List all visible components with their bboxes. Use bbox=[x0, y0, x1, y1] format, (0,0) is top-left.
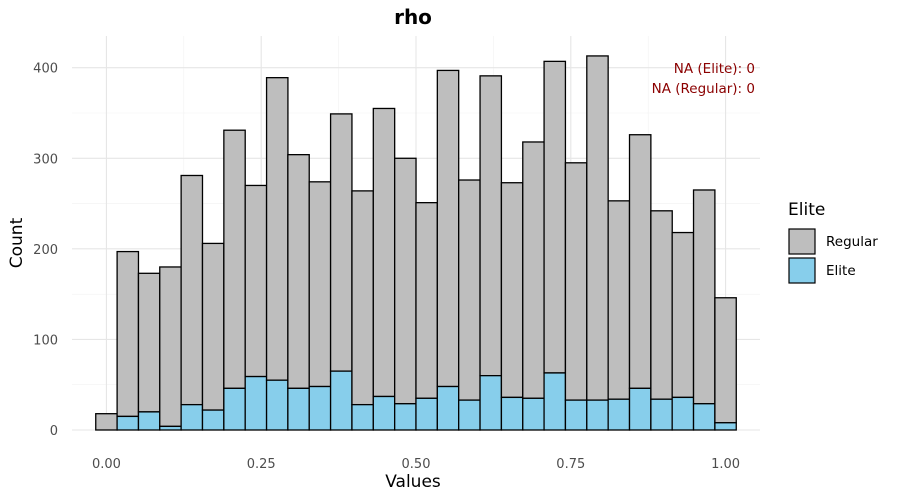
legend-label-regular: Regular bbox=[826, 234, 878, 250]
bar-regular bbox=[458, 179, 481, 401]
bar-regular bbox=[201, 242, 225, 411]
bar-elite bbox=[650, 398, 673, 431]
bar-regular bbox=[372, 107, 396, 398]
bar-elite bbox=[479, 375, 503, 431]
legend-title: Elite bbox=[788, 200, 825, 220]
y-axis-ticks: 0 100 200 300 400 bbox=[33, 62, 58, 439]
bar-elite bbox=[714, 422, 737, 431]
bar-elite bbox=[607, 398, 631, 431]
chart-title: rho bbox=[394, 5, 432, 29]
bar-elite bbox=[308, 385, 332, 431]
bar-elite bbox=[415, 397, 438, 431]
bar-elite bbox=[287, 387, 310, 431]
na-regular-annotation: NA (Regular): 0 bbox=[652, 81, 755, 97]
bar-elite bbox=[159, 425, 182, 431]
x-tick-label: 0.75 bbox=[556, 457, 585, 472]
bar-elite bbox=[628, 387, 652, 431]
y-axis-title: Count bbox=[7, 217, 27, 268]
bar-elite bbox=[372, 395, 396, 431]
bar-regular bbox=[95, 413, 118, 431]
y-tick-label: 0 bbox=[50, 424, 58, 439]
x-axis-title: Values bbox=[385, 472, 441, 492]
bar-elite bbox=[329, 370, 353, 431]
x-tick-label: 0.50 bbox=[402, 457, 431, 472]
bar-regular bbox=[586, 55, 609, 401]
bar-elite bbox=[692, 403, 716, 431]
y-tick-label: 400 bbox=[33, 62, 58, 77]
bar-elite bbox=[522, 397, 545, 431]
bar-regular bbox=[159, 266, 182, 428]
bar-elite bbox=[180, 403, 204, 431]
legend-swatch-elite bbox=[788, 257, 816, 284]
bar-regular bbox=[244, 184, 268, 378]
bar-regular bbox=[692, 189, 716, 405]
bars bbox=[95, 55, 737, 431]
bar-elite bbox=[436, 385, 460, 431]
x-tick-label: 0.00 bbox=[92, 457, 121, 472]
bar-regular bbox=[265, 77, 289, 381]
legend-label-elite: Elite bbox=[826, 263, 856, 279]
bar-regular bbox=[223, 129, 246, 389]
bar-elite bbox=[543, 372, 567, 431]
bar-regular bbox=[500, 182, 524, 399]
bar-regular bbox=[479, 75, 503, 377]
bar-elite bbox=[201, 409, 225, 431]
bar-regular bbox=[308, 181, 332, 388]
y-tick-label: 100 bbox=[33, 333, 58, 348]
bar-regular bbox=[564, 162, 588, 401]
y-tick-label: 300 bbox=[33, 152, 58, 167]
bar-regular bbox=[436, 69, 460, 388]
bar-elite bbox=[137, 411, 161, 431]
bar-elite bbox=[394, 403, 417, 431]
bar-elite bbox=[586, 399, 609, 431]
na-elite-annotation: NA (Elite): 0 bbox=[674, 61, 755, 77]
x-tick-label: 0.25 bbox=[247, 457, 276, 472]
bar-regular bbox=[650, 210, 673, 400]
bar-regular bbox=[714, 297, 737, 424]
y-tick-label: 200 bbox=[33, 243, 58, 258]
bar-regular bbox=[137, 272, 161, 413]
bar-elite bbox=[671, 396, 695, 431]
bar-elite bbox=[223, 387, 246, 431]
bar-regular bbox=[671, 231, 695, 399]
x-axis-ticks: 0.00 0.25 0.50 0.75 1.00 bbox=[92, 457, 740, 472]
bar-regular bbox=[329, 113, 353, 372]
bar-regular bbox=[628, 134, 652, 389]
legend: Elite Regular Elite bbox=[788, 200, 878, 284]
bar-elite bbox=[500, 396, 524, 431]
bar-regular bbox=[287, 154, 310, 389]
bar-regular bbox=[180, 174, 204, 406]
bar-elite bbox=[116, 415, 140, 431]
x-tick-label: 1.00 bbox=[711, 457, 740, 472]
bar-elite bbox=[564, 399, 588, 431]
legend-swatch-regular bbox=[788, 228, 816, 255]
bar-regular bbox=[543, 60, 567, 374]
bar-regular bbox=[394, 157, 417, 405]
bar-regular bbox=[415, 202, 438, 399]
bar-regular bbox=[522, 141, 545, 399]
bar-regular bbox=[116, 250, 140, 418]
bar-regular bbox=[351, 190, 374, 406]
bar-elite bbox=[458, 399, 481, 431]
bar-regular bbox=[607, 200, 631, 400]
bar-elite bbox=[244, 375, 268, 431]
bar-elite bbox=[351, 403, 374, 431]
bar-elite bbox=[265, 379, 289, 431]
